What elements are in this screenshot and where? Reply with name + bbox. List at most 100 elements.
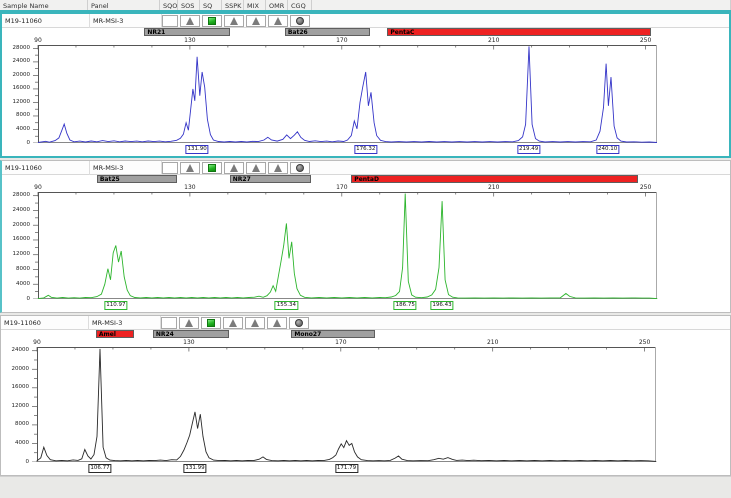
y-tick-label: 20000 [12, 71, 31, 78]
column-header-omr: OMR [266, 0, 288, 10]
sample-name: M19-11060 [1, 316, 89, 330]
y-tick-label: 24000 [11, 347, 30, 354]
omr-flag[interactable] [268, 162, 288, 174]
y-tick-label: 8000 [16, 112, 30, 119]
omr-flag[interactable] [268, 15, 288, 27]
mix-flag[interactable] [246, 162, 266, 174]
trace-plot[interactable] [32, 192, 658, 299]
sqo-flag [162, 15, 178, 27]
peak-size-label[interactable]: 186.75 [393, 301, 417, 310]
x-tick-label: 90 [34, 184, 42, 191]
y-tick-label: 4000 [16, 280, 30, 287]
electropherogram-green[interactable]: Bat25 NR27 PentaD 90 130 170 210 250 0 4000 8000 12… [2, 175, 730, 312]
sos-flag-icon [186, 17, 194, 25]
peak-size-label[interactable]: 196.43 [430, 301, 454, 310]
peak-size-label[interactable]: 219.49 [517, 145, 541, 154]
mix-flag[interactable] [246, 15, 266, 27]
y-tick-label: 20000 [12, 221, 31, 228]
sspk-flag[interactable] [224, 162, 244, 174]
x-tick-label: 170 [336, 184, 348, 191]
sq-flag[interactable] [202, 15, 222, 27]
panel-name: MR-MSI-3 [90, 161, 162, 175]
sq-flag[interactable] [201, 317, 221, 329]
peak-size-label[interactable]: 155.34 [274, 301, 298, 310]
y-tick-label: 8000 [16, 265, 30, 272]
marker-bar-nr27[interactable]: NR27 [229, 175, 312, 183]
y-tick-label: 0 [26, 295, 31, 302]
cgq-flag[interactable] [289, 317, 309, 329]
sample-row[interactable]: M19-11060 MR-MSI-3 [1, 316, 730, 330]
sos-flag[interactable] [180, 15, 200, 27]
column-header-sos: SOS [178, 0, 200, 10]
y-tick-label: 12000 [11, 402, 30, 409]
panel-name: MR-MSI-3 [89, 316, 161, 330]
marker-bar-amel[interactable]: Amel [95, 330, 134, 338]
sq-flag-icon [208, 164, 216, 172]
electropherogram-blue[interactable]: NR21 Bat26 PentaC 90 130 170 210 250 0 4000 8000 12… [2, 28, 729, 156]
mix-flag-icon [251, 319, 259, 327]
peak-size-label[interactable]: 176.32 [354, 145, 378, 154]
sspk-flag-icon [229, 319, 237, 327]
y-tick-label: 28000 [12, 192, 31, 199]
cgq-flag-icon [296, 164, 304, 172]
cgq-flag-icon [295, 319, 303, 327]
y-tick-label: 0 [25, 458, 30, 465]
peak-size-label[interactable]: 131.99 [183, 464, 207, 473]
sq-flag-icon [207, 319, 215, 327]
marker-bar-nr21[interactable]: NR21 [144, 28, 230, 36]
peak-size-label[interactable]: 171.79 [334, 464, 359, 473]
marker-bar-nr24[interactable]: NR24 [152, 330, 229, 338]
y-tick-label: 12000 [12, 251, 31, 258]
electropherogram-black[interactable]: Amel NR24 Mono27 90 130 170 210 250 0 4000 8000 120… [1, 330, 730, 475]
cgq-flag[interactable] [290, 162, 310, 174]
sample-name: M19-11060 [2, 14, 90, 28]
sq-flag[interactable] [202, 162, 222, 174]
y-tick-label: 0 [26, 139, 31, 146]
omr-flag[interactable] [267, 317, 287, 329]
peak-size-label[interactable]: 131.90 [185, 145, 209, 154]
marker-bar-pentac[interactable]: PentaC [387, 28, 652, 36]
sqo-flag [162, 162, 178, 174]
x-tick-label: 210 [487, 184, 500, 191]
sos-flag-icon [185, 319, 193, 327]
sos-flag[interactable] [180, 162, 200, 174]
electropherogram-trace [37, 193, 658, 299]
x-tick-label: 250 [638, 339, 651, 346]
peak-size-label[interactable]: 106.77 [88, 464, 112, 473]
sos-flag[interactable] [179, 317, 199, 329]
x-tick-label: 170 [335, 339, 347, 346]
mix-flag[interactable] [245, 317, 265, 329]
marker-bar-pentad[interactable]: PentaD [351, 175, 638, 183]
trace-plot[interactable] [32, 45, 658, 143]
column-header-sq: SQ [200, 0, 222, 10]
column-header-sqo: SQO [160, 0, 178, 10]
y-tick-label: 24000 [12, 58, 31, 65]
marker-bar-bat25[interactable]: Bat25 [96, 175, 177, 183]
x-tick-label: 90 [34, 37, 42, 44]
marker-bar-bat26[interactable]: Bat26 [284, 28, 371, 36]
cgq-flag-icon [296, 17, 304, 25]
sample-row[interactable]: M19-11060 MR-MSI-3 [2, 14, 729, 28]
x-tick-label: 130 [184, 37, 196, 44]
marker-bar-mono27[interactable]: Mono27 [291, 330, 375, 338]
sos-flag-icon [186, 164, 194, 172]
sample-panel-3: M19-11060 MR-MSI-3 Amel NR24 Mono27 90 130 17… [0, 315, 731, 476]
sqo-flag [161, 317, 177, 329]
y-tick-label: 28000 [12, 44, 31, 51]
peak-size-label[interactable]: 110.97 [104, 301, 128, 310]
sq-flag-icon [208, 17, 216, 25]
y-tick-label: 24000 [12, 206, 31, 213]
sspk-flag[interactable] [224, 15, 244, 27]
sample-panel-2: M19-11060 MR-MSI-3 Bat25 NR27 PentaD 90 130 1… [0, 160, 731, 313]
cgq-flag[interactable] [290, 15, 310, 27]
electropherogram-trace [37, 46, 658, 143]
sspk-flag[interactable] [223, 317, 243, 329]
sample-row[interactable]: M19-11060 MR-MSI-3 [2, 161, 730, 175]
y-tick-label: 4000 [15, 439, 29, 446]
peak-size-label[interactable]: 240.10 [596, 145, 620, 154]
y-tick-label: 12000 [12, 98, 31, 105]
x-tick-label: 210 [487, 37, 500, 44]
x-tick-label: 130 [184, 184, 196, 191]
table-header-row: Sample Name Panel SQO SOS SQ SSPK MIX OM… [0, 0, 731, 12]
trace-plot[interactable] [31, 347, 657, 462]
